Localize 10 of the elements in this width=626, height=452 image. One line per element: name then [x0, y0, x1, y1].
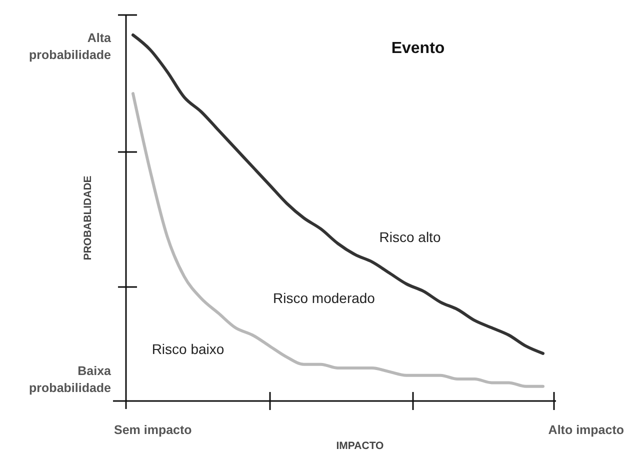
text: Alta probabilidade [29, 31, 112, 62]
annotation: Risco moderado [273, 290, 376, 306]
text: Baixa probabilidade [29, 364, 112, 395]
chart-title: Evento [391, 40, 445, 57]
x-axis-title: IMPACTO [336, 440, 384, 452]
text: Alto impacto [548, 423, 624, 437]
annotation: Risco alto [379, 229, 441, 245]
text: Sem impacto [114, 423, 192, 437]
annotation: Risco baixo [152, 341, 224, 357]
y-axis-title: PROBABLIDADE [82, 176, 94, 260]
